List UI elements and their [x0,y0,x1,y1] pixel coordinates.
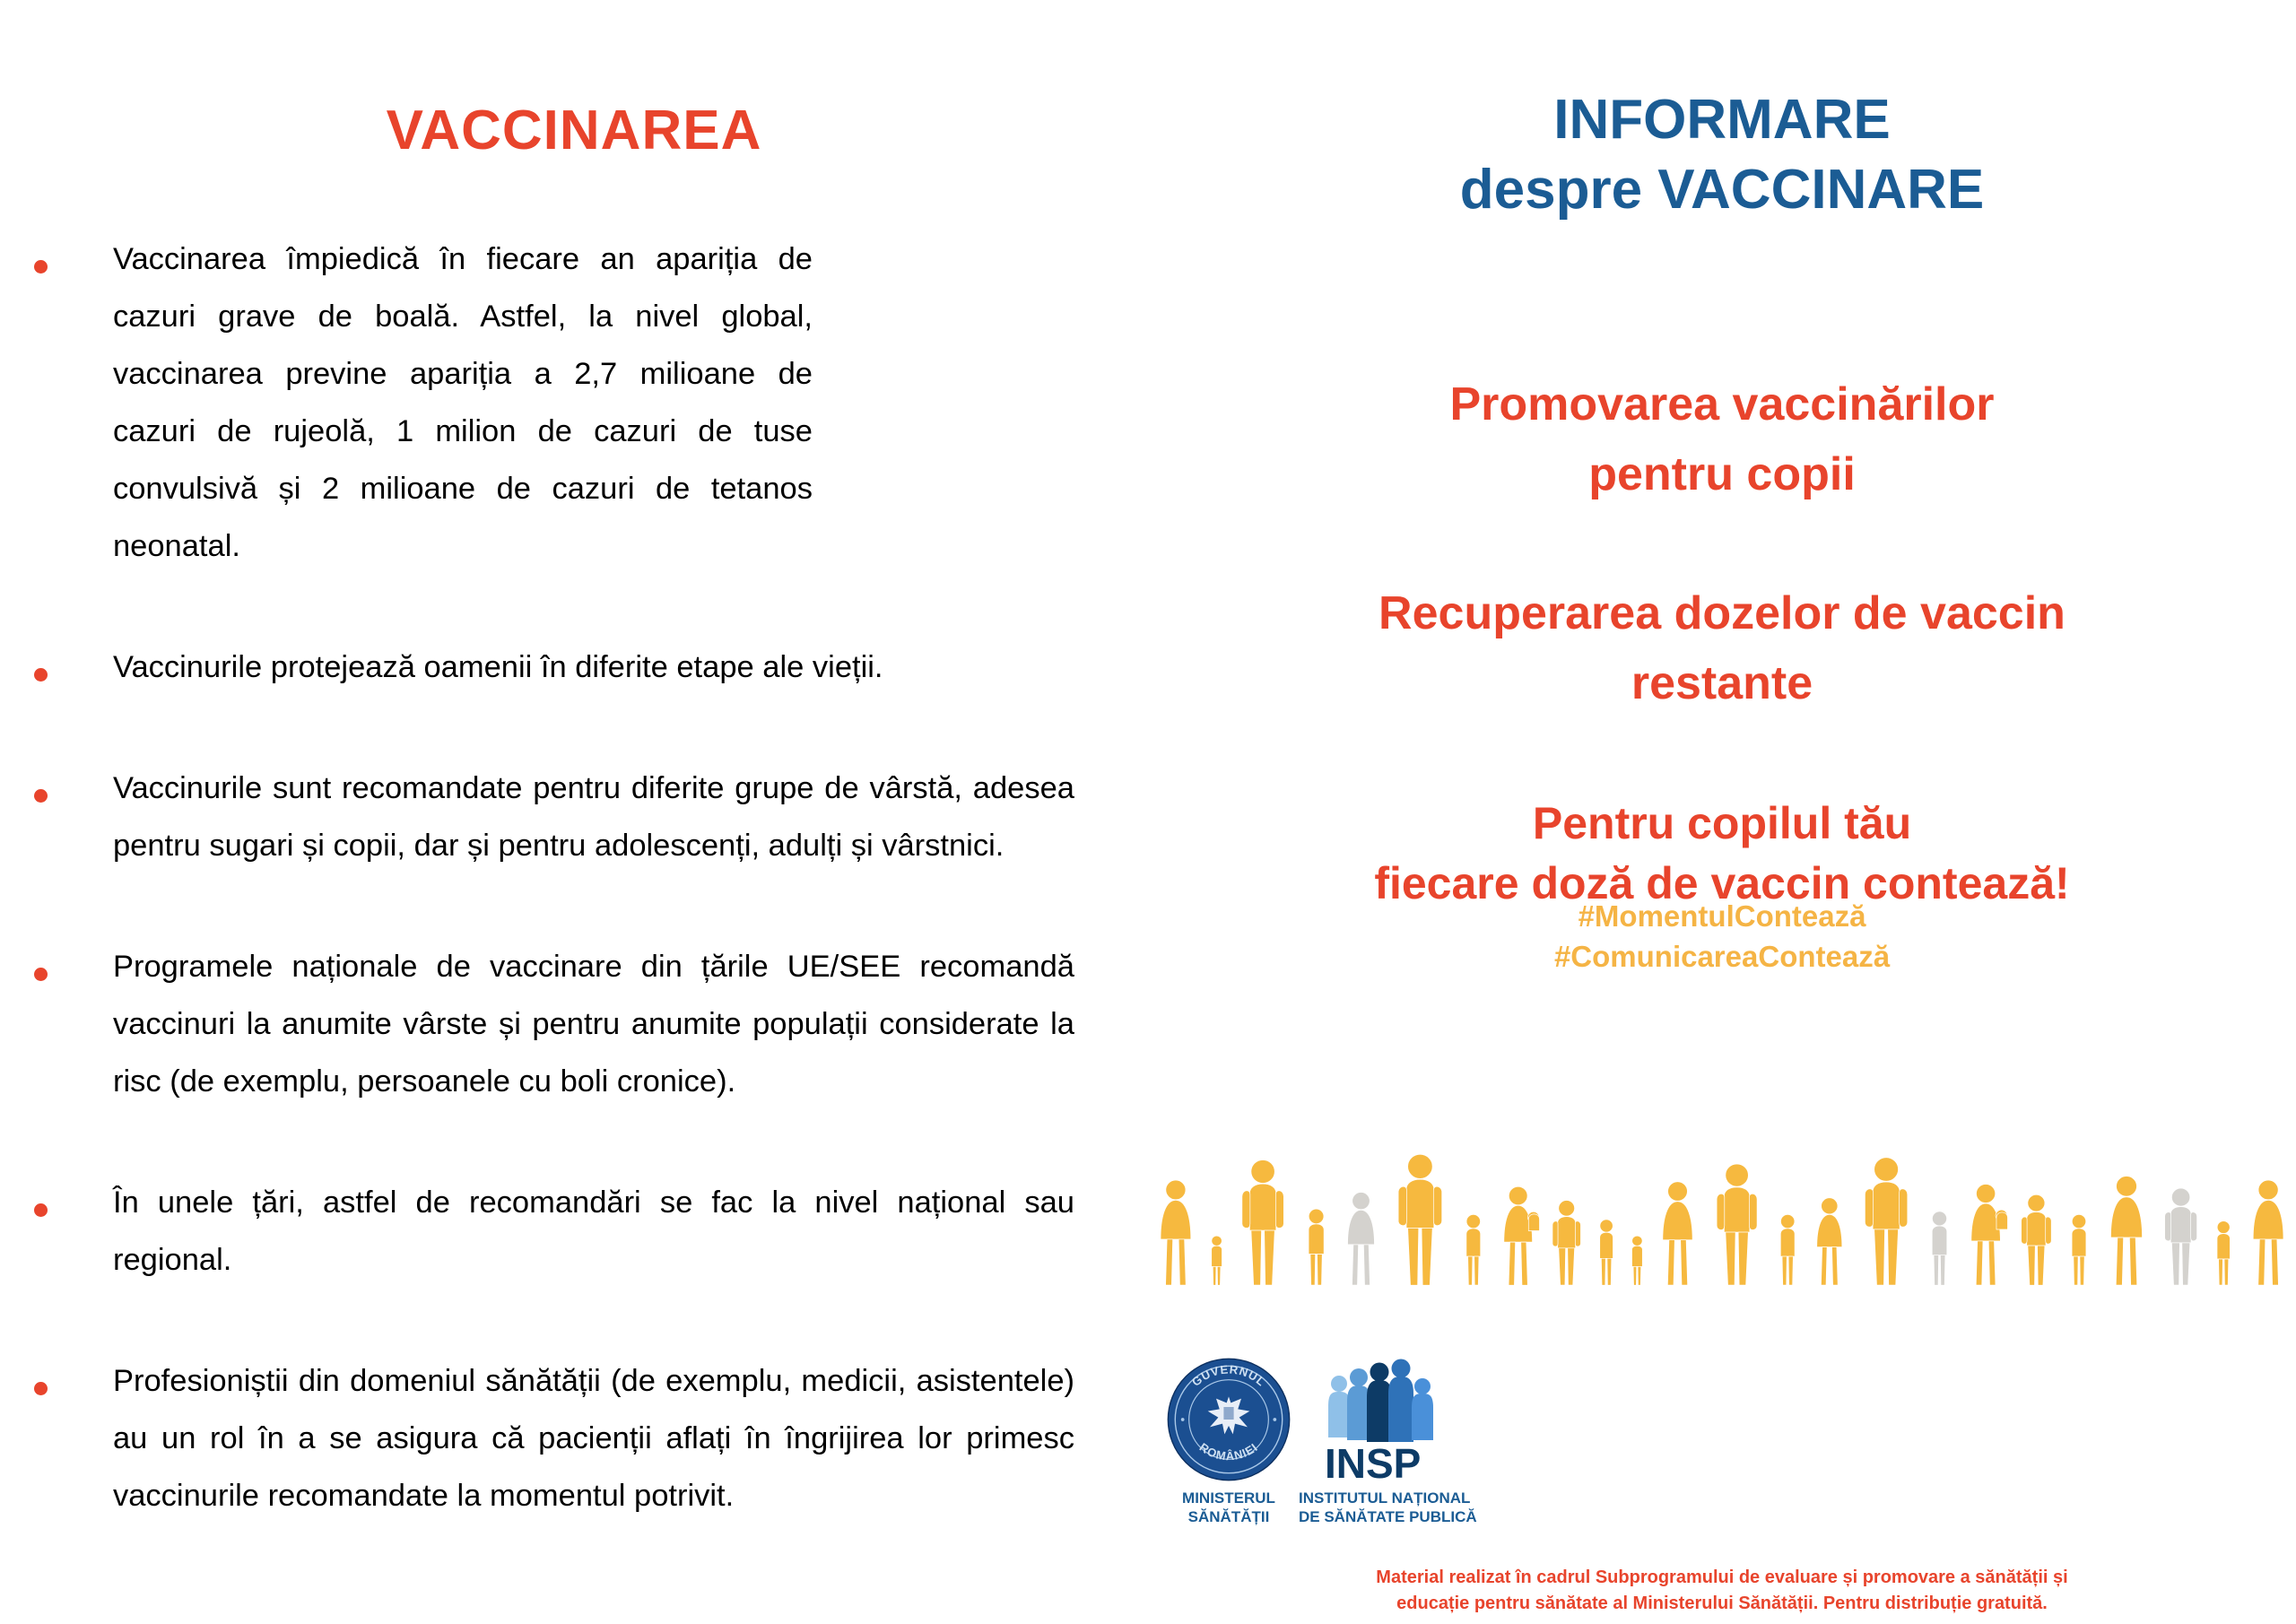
svg-text:INSP: INSP [1325,1440,1421,1487]
